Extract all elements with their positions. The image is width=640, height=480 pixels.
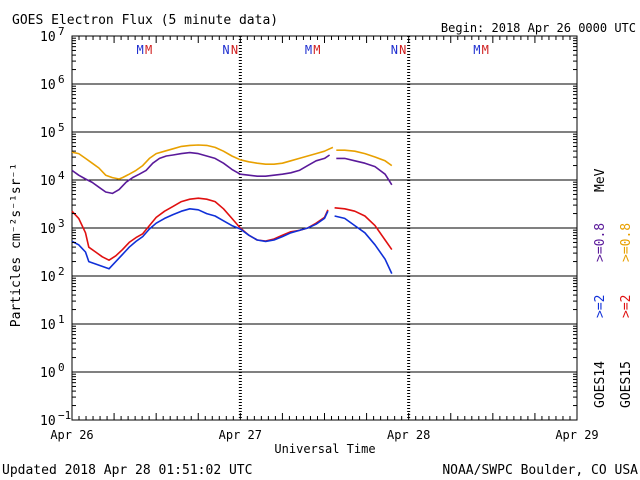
noon-marker-label: N: [222, 43, 229, 57]
x-axis-ticks: Apr 26 Apr 27 Apr 28 Apr 29: [50, 36, 599, 442]
noon-marker-label: N: [231, 43, 238, 57]
chart-title: GOES Electron Flux (5 minute data): [12, 13, 278, 28]
x-axis-label: Universal Time: [274, 442, 375, 456]
noon-marker-label: M: [137, 43, 144, 57]
y-tick-label: 10: [40, 318, 56, 333]
y-tick-label: 10: [40, 366, 56, 381]
legend-goes15-ge2: >=2: [619, 295, 634, 318]
x-tick-label: Apr 28: [387, 428, 430, 442]
legend-goes14-ge2: >=2: [593, 295, 608, 318]
y-tick-label: 10: [40, 126, 56, 141]
y-tick-label: 10: [40, 222, 56, 237]
noon-marker-label: M: [145, 43, 152, 57]
y-tick-exponent: 5: [58, 121, 65, 134]
series-group: [71, 144, 393, 274]
y-tick-exponent: 4: [58, 169, 65, 182]
series-line: [71, 151, 393, 195]
y-tick-exponent: 6: [58, 73, 65, 86]
y-tick-exponent: 1: [58, 313, 65, 326]
y-tick-exponent: 0: [58, 361, 65, 374]
series-line: [71, 197, 393, 261]
legend-goes14: GOES14: [593, 361, 608, 408]
y-tick-label: 10: [40, 30, 56, 45]
noon-marker-label: M: [313, 43, 320, 57]
updated-timestamp: Updated 2018 Apr 28 01:51:02 UTC: [2, 463, 252, 478]
y-tick-label: 10: [40, 270, 56, 285]
x-tick-label: Apr 27: [219, 428, 262, 442]
noon-marker-label: N: [399, 43, 406, 57]
x-tick-label: Apr 29: [555, 428, 598, 442]
legend-mev: MeV: [593, 168, 608, 192]
noon-marker-label: M: [473, 43, 480, 57]
legend-goes14-ge08: >=0.8: [593, 223, 608, 262]
y-tick-exponent: 7: [58, 25, 65, 38]
y-tick-label: 10: [40, 414, 56, 429]
noon-marker-label: M: [305, 43, 312, 57]
x-tick-label: Apr 26: [50, 428, 93, 442]
legend-goes15-ge08: >=0.8: [619, 223, 634, 262]
y-tick-label: 10: [40, 78, 56, 93]
noon-marker-label: M: [482, 43, 489, 57]
noon-marker-label: N: [391, 43, 398, 57]
legend: GOES14 GOES15 >=2 >=2 >=0.8 >=0.8 MeV: [593, 168, 634, 408]
y-tick-exponent: −1: [58, 409, 71, 422]
legend-goes15: GOES15: [619, 361, 634, 408]
series-line: [71, 144, 393, 180]
y-tick-exponent: 2: [58, 265, 65, 278]
begin-label: Begin: 2018 Apr 26 0000 UTC: [441, 21, 636, 35]
y-tick-exponent: 3: [58, 217, 65, 230]
y-axis-label: Particles cm⁻²s⁻¹sr⁻¹: [9, 163, 24, 327]
series-line: [71, 208, 393, 274]
y-tick-label: 10: [40, 174, 56, 189]
credit-label: NOAA/SWPC Boulder, CO USA: [442, 463, 638, 478]
